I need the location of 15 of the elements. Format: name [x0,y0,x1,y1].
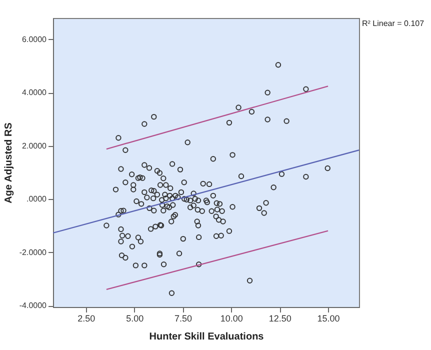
x-tick-label: 15.00 [317,314,340,324]
y-axis-title: Age Adjusted RS [3,122,14,204]
text: R² Linear = 0.107 [362,19,425,28]
y-tick-label: 4.0000 [22,88,48,98]
y-tick-label: 6.0000 [22,34,48,44]
x-axis-title: Hunter Skill Evaluations [149,332,264,342]
y-tick-label: -2.0000 [19,248,48,257]
x-tick-label: 10.00 [220,314,243,324]
x-tick-label: 12.50 [268,314,292,324]
x-tick-label: 5.00 [126,314,144,324]
y-tick-label: -4.0000 [19,301,48,310]
y-tick-label: .0000 [26,194,48,204]
x-tick-label: 2.50 [78,314,96,324]
y-tick-label: 2.0000 [22,141,48,150]
x-tick-label: 7.50 [174,314,192,324]
